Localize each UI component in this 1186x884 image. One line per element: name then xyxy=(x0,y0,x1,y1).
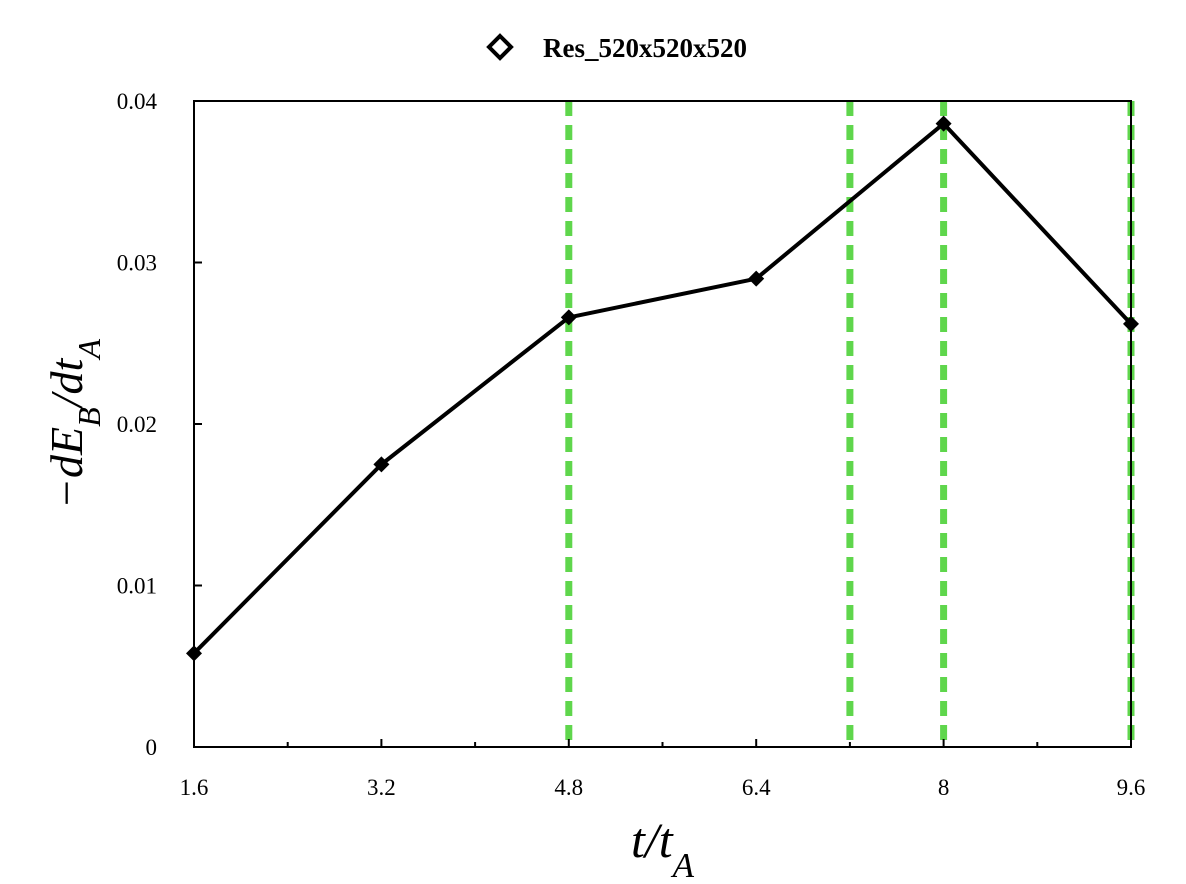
y-axis-label: −dEB/dtA xyxy=(41,339,107,509)
y-tick-label: 0.02 xyxy=(117,412,157,437)
x-tick-label: 3.2 xyxy=(367,775,396,800)
x-tick-label: 1.6 xyxy=(180,775,209,800)
legend: Res_520x520x520 xyxy=(486,33,747,63)
data-point xyxy=(935,115,952,132)
data-point xyxy=(748,270,765,287)
y-tick-label: 0.01 xyxy=(117,574,157,599)
data-point xyxy=(560,309,577,326)
legend-label: Res_520x520x520 xyxy=(543,33,747,63)
y-tick-label: 0 xyxy=(146,735,158,760)
series-line xyxy=(192,121,1133,655)
series-layer xyxy=(186,115,1139,662)
x-axis-label: t/tA xyxy=(631,812,695,884)
x-tick-label: 9.6 xyxy=(1117,775,1146,800)
data-point xyxy=(373,456,390,473)
legend-marker-diamond xyxy=(486,33,514,61)
plot-frame xyxy=(193,100,1132,748)
x-tick-label: 6.4 xyxy=(742,775,771,800)
y-tick-label: 0.04 xyxy=(117,89,158,114)
y-axis: 0 0.01 0.02 0.03 0.04 xyxy=(117,89,202,760)
x-tick-label: 4.8 xyxy=(554,775,583,800)
reference-lines xyxy=(565,101,1135,747)
y-tick-label: 0.03 xyxy=(117,251,157,276)
x-axis: 1.6 3.2 4.8 6.4 8 9.6 xyxy=(180,739,1146,800)
x-tick-label: 8 xyxy=(938,775,950,800)
